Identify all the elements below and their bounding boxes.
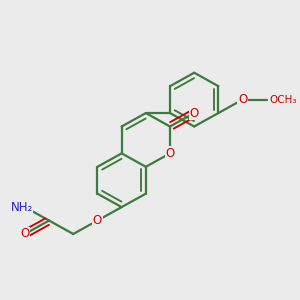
Text: O: O: [190, 106, 199, 119]
Text: O: O: [20, 227, 29, 241]
Text: O: O: [93, 214, 102, 227]
Text: NH₂: NH₂: [11, 201, 33, 214]
Text: O: O: [238, 93, 247, 106]
Text: O: O: [165, 147, 175, 160]
Text: OCH₃: OCH₃: [269, 94, 297, 105]
